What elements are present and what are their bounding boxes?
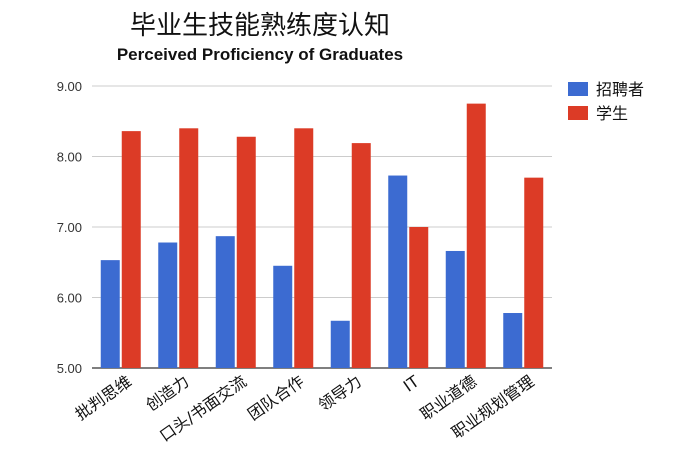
legend-label: 招聘者 xyxy=(596,80,644,99)
bar-recruiter xyxy=(100,260,120,368)
bar-student xyxy=(236,136,256,368)
bar-student xyxy=(121,131,141,368)
legend-label: 学生 xyxy=(596,104,628,123)
x-tick-label: 创造力 xyxy=(142,372,192,415)
bar-student xyxy=(351,143,371,368)
bar-recruiter xyxy=(158,242,178,368)
y-tick-label: 5.00 xyxy=(57,361,82,376)
chart-title: 毕业生技能熟练度认知 xyxy=(130,11,390,41)
bar-recruiter xyxy=(273,265,293,368)
bar-recruiter xyxy=(388,175,408,368)
bar-student xyxy=(179,128,199,368)
chart-subtitle: Perceived Proficiency of Graduates xyxy=(117,45,403,64)
y-tick-label: 9.00 xyxy=(57,79,82,94)
x-tick-label: 团队合作 xyxy=(244,372,307,424)
bar-recruiter xyxy=(330,320,350,368)
x-tick-label: 领导力 xyxy=(315,372,365,415)
bar-student xyxy=(294,128,314,368)
y-tick-label: 8.00 xyxy=(57,150,82,165)
bar-recruiter xyxy=(503,313,523,368)
legend-swatch xyxy=(568,106,588,120)
bar-student xyxy=(524,177,544,368)
bar-recruiter xyxy=(445,250,465,368)
y-tick-label: 7.00 xyxy=(57,220,82,235)
y-tick-label: 6.00 xyxy=(57,291,82,306)
bars xyxy=(100,103,544,368)
legend-swatch xyxy=(568,82,588,96)
bar-student xyxy=(409,227,429,368)
x-tick-label: 批判思维 xyxy=(72,372,135,424)
x-tick-label: IT xyxy=(400,372,423,396)
bar-student xyxy=(466,103,486,368)
bar-recruiter xyxy=(215,236,235,368)
